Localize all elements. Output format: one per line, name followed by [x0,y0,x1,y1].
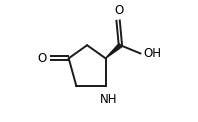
Text: NH: NH [100,93,117,106]
Text: O: O [37,52,47,65]
Polygon shape [106,44,122,58]
Text: OH: OH [144,47,162,60]
Text: O: O [114,4,123,17]
